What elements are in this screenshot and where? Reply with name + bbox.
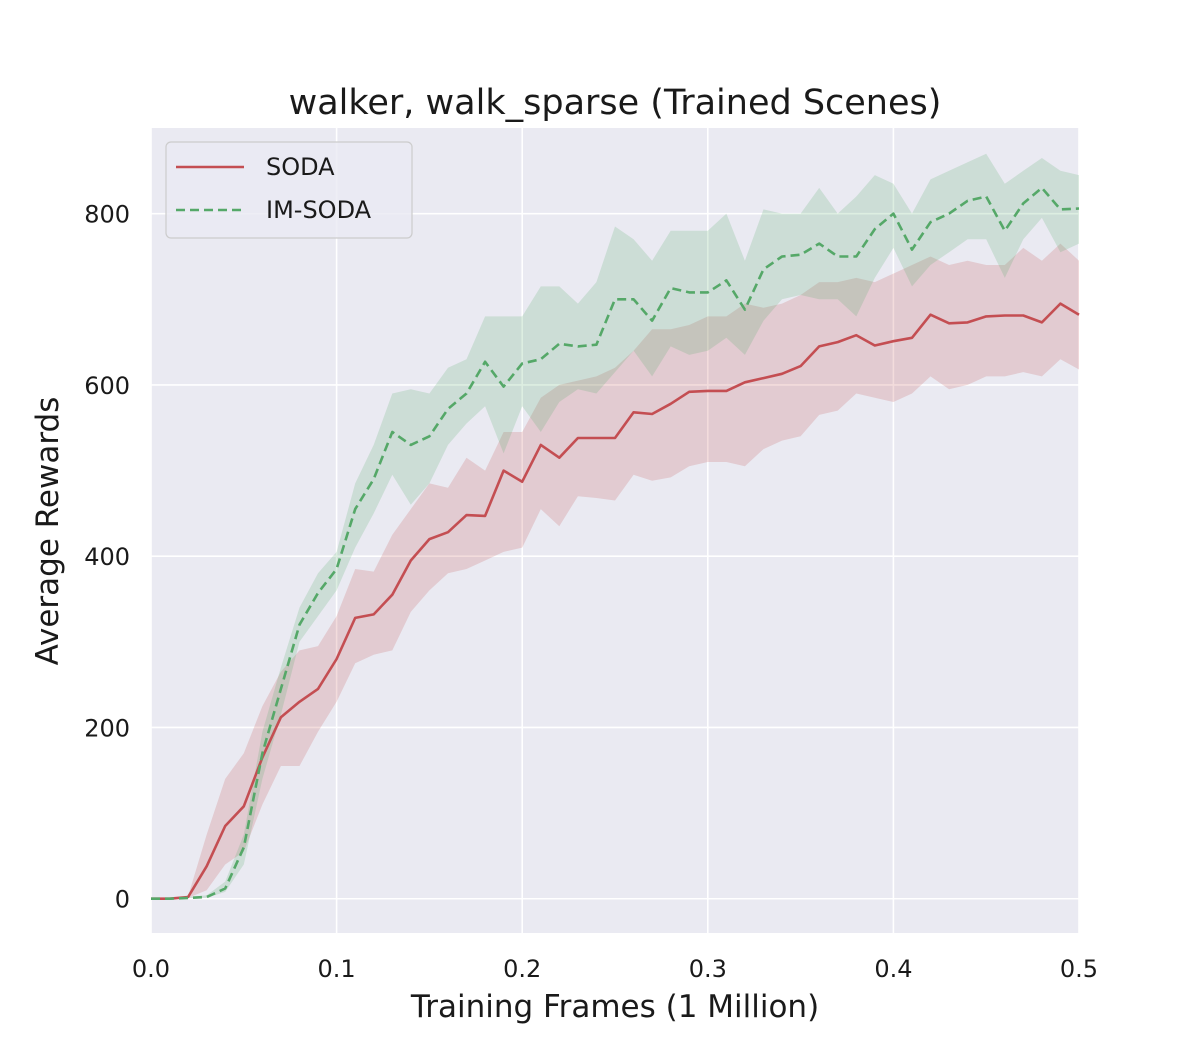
chart-title: walker, walk_sparse (Trained Scenes) [289,83,942,123]
x-tick-label: 0.4 [874,955,912,983]
series-line-soda [151,302,1080,901]
x-tick-label: 0.0 [132,955,170,983]
legend-label-im-soda: IM-SODA [266,196,372,224]
y-tick-label: 600 [84,372,130,400]
y-tick-label: 0 [115,886,130,914]
y-axis-ticks: 0 200 400 600 800 [84,201,130,914]
x-tick-label: 0.1 [318,955,356,983]
legend-label-soda: SODA [266,153,335,181]
confidence-band-soda [151,243,1079,899]
y-tick-label: 800 [84,201,130,229]
x-tick-label: 0.3 [689,955,727,983]
grid-lines [150,128,1080,933]
y-axis-label: Average Rewards [30,397,66,666]
x-axis-label: Training Frames (1 Million) [410,989,819,1025]
x-tick-label: 0.5 [1060,955,1098,983]
legend: SODA IM-SODA [165,141,413,239]
series-lines [151,186,1080,901]
plot-area-background [151,128,1079,933]
y-tick-label: 400 [84,543,130,571]
y-tick-label: 200 [84,714,130,742]
x-tick-label: 0.2 [503,955,541,983]
x-axis-ticks: 0.0 0.1 0.2 0.3 0.4 0.5 [132,955,1098,983]
